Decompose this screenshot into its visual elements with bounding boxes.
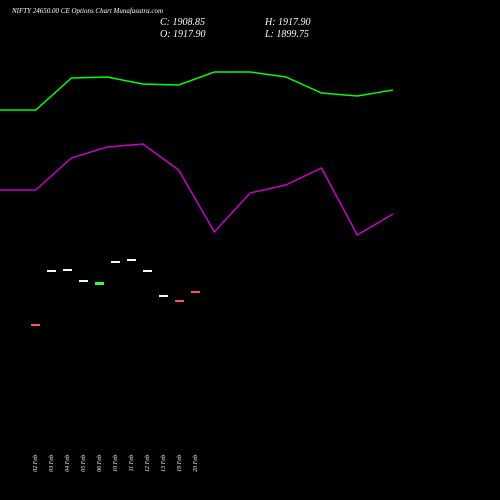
- candle: [175, 300, 184, 302]
- x-tick-label: 19 Feb: [177, 455, 183, 472]
- chart-title: NIFTY 24650.00 CE Options Chart Munafasu…: [11, 7, 163, 15]
- candle: [47, 270, 56, 272]
- x-tick-label: 03 Feb: [49, 455, 55, 472]
- x-tick-label: 02 Feb: [33, 455, 39, 472]
- candle: [191, 291, 200, 293]
- x-tick-label: 20 Feb: [193, 455, 199, 472]
- high-label: H: 1917.90: [264, 17, 311, 28]
- close-label: C: 1908.85: [160, 17, 205, 28]
- x-tick-label: 13 Feb: [161, 455, 167, 472]
- candle: [63, 269, 72, 271]
- x-tick-label: 06 Feb: [97, 455, 103, 472]
- candle: [95, 282, 104, 285]
- line-series: [0, 143, 394, 237]
- x-tick-label: 11 Feb: [129, 455, 135, 471]
- candle: [143, 270, 152, 272]
- candle: [31, 324, 40, 326]
- x-tick-label: 05 Feb: [81, 455, 87, 472]
- candle: [127, 259, 136, 261]
- candle: [159, 295, 168, 297]
- low-label: L: 1899.75: [264, 29, 309, 40]
- candle: [79, 280, 88, 282]
- line-series: [0, 71, 394, 111]
- x-tick-label: 12 Feb: [145, 455, 151, 472]
- candle: [111, 261, 120, 263]
- x-tick-label: 10 Feb: [113, 455, 119, 472]
- x-tick-label: 04 Feb: [64, 455, 71, 472]
- open-label: O: 1917.90: [160, 29, 206, 40]
